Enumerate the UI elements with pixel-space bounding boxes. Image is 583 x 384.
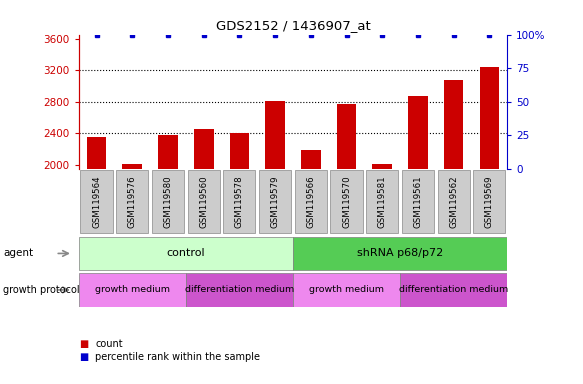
Text: GSM119578: GSM119578 — [235, 175, 244, 228]
Bar — [265, 101, 285, 169]
Text: percentile rank within the sample: percentile rank within the sample — [95, 352, 260, 362]
Bar — [158, 136, 178, 169]
Text: agent: agent — [3, 248, 33, 258]
Text: GSM119580: GSM119580 — [163, 175, 173, 228]
Bar — [259, 170, 291, 233]
Bar — [293, 273, 400, 306]
Text: differentiation medium: differentiation medium — [185, 285, 294, 295]
Bar — [230, 133, 249, 169]
Bar — [402, 170, 434, 233]
Bar — [188, 170, 220, 233]
Bar — [80, 170, 113, 233]
Bar — [408, 96, 428, 169]
Bar — [301, 150, 321, 169]
Text: GSM119570: GSM119570 — [342, 175, 351, 228]
Bar — [295, 170, 327, 233]
Text: GSM119576: GSM119576 — [128, 175, 137, 228]
Bar — [79, 273, 186, 306]
Text: count: count — [95, 339, 122, 349]
Bar — [400, 273, 507, 306]
Text: shRNA p68/p72: shRNA p68/p72 — [357, 248, 443, 258]
Bar — [331, 170, 363, 233]
Text: GSM119564: GSM119564 — [92, 175, 101, 228]
Text: growth medium: growth medium — [309, 285, 384, 295]
Bar — [438, 170, 470, 233]
Text: ■: ■ — [79, 352, 88, 362]
Bar — [293, 237, 507, 270]
Text: GSM119561: GSM119561 — [413, 175, 423, 228]
Text: control: control — [167, 248, 205, 258]
Text: GSM119579: GSM119579 — [271, 175, 280, 228]
Text: growth medium: growth medium — [95, 285, 170, 295]
Bar — [444, 80, 463, 169]
Bar — [373, 164, 392, 169]
Bar — [87, 137, 106, 169]
Text: GSM119566: GSM119566 — [306, 175, 315, 228]
Text: growth protocol: growth protocol — [3, 285, 79, 295]
Text: GSM119569: GSM119569 — [485, 175, 494, 228]
Bar — [337, 104, 356, 169]
Bar — [152, 170, 184, 233]
Bar — [194, 129, 213, 169]
Bar — [223, 170, 255, 233]
Bar — [366, 170, 398, 233]
Text: GSM119581: GSM119581 — [378, 175, 387, 228]
Bar — [186, 273, 293, 306]
Text: ■: ■ — [79, 339, 88, 349]
Bar — [473, 170, 505, 233]
Bar — [122, 164, 142, 169]
Bar — [116, 170, 148, 233]
Text: GSM119562: GSM119562 — [449, 175, 458, 228]
Title: GDS2152 / 1436907_at: GDS2152 / 1436907_at — [216, 19, 370, 32]
Bar — [79, 237, 293, 270]
Bar — [480, 67, 499, 169]
Text: differentiation medium: differentiation medium — [399, 285, 508, 295]
Text: GSM119560: GSM119560 — [199, 175, 208, 228]
